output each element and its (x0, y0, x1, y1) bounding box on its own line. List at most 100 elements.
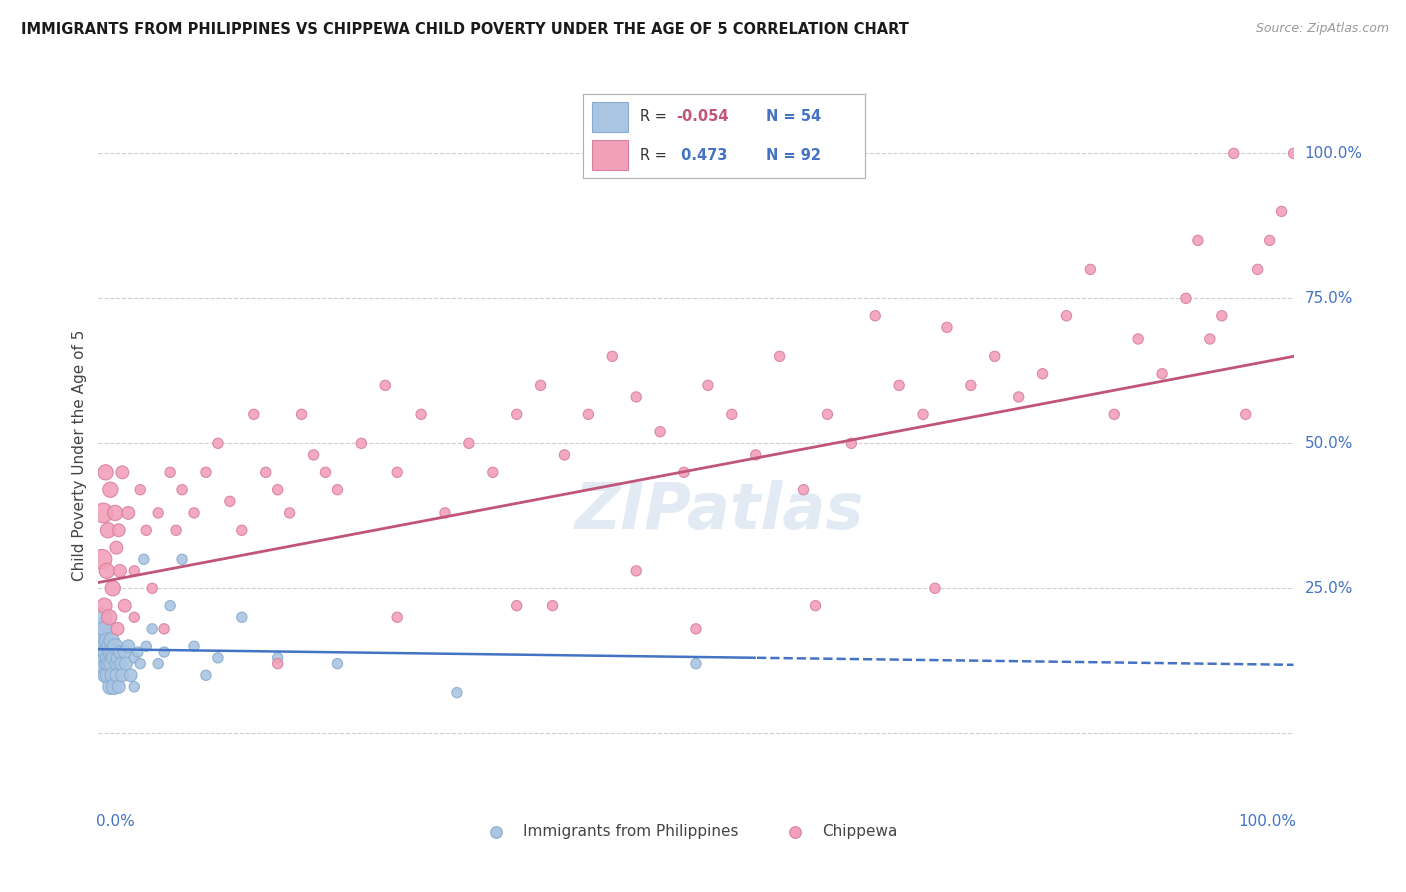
Point (1187, 233, 1209, 247)
Point (96, 564, 118, 578)
Point (1054, 309, 1078, 323)
Text: -0.054: -0.054 (676, 110, 728, 125)
Point (1222, 146, 1246, 161)
Point (600, 350, 623, 364)
Point (624, 390, 647, 404)
Point (153, 645, 176, 659)
Point (815, 407, 838, 422)
Point (94, 668, 117, 682)
Text: R =: R = (640, 147, 671, 162)
Point (839, 436, 862, 450)
Point (117, 639, 139, 653)
Point (1258, 233, 1281, 247)
Point (446, 685, 468, 699)
Point (124, 680, 146, 694)
Text: 100.0%: 100.0% (1237, 814, 1296, 830)
Point (326, 657, 349, 671)
Point (98, 610, 121, 624)
Point (94, 466, 117, 480)
Point (1032, 367, 1054, 381)
Point (385, 610, 409, 624)
Point (183, 506, 205, 520)
Point (697, 378, 720, 392)
Point (183, 639, 205, 653)
Point (529, 378, 551, 392)
Point (97, 668, 120, 682)
Point (793, 483, 815, 497)
Point (290, 407, 312, 422)
Point (127, 645, 149, 659)
Point (107, 622, 129, 636)
FancyBboxPatch shape (592, 140, 628, 169)
Point (959, 378, 981, 392)
Point (458, 436, 481, 450)
Point (94, 645, 117, 659)
Point (98, 680, 122, 694)
Point (768, 350, 790, 364)
Point (93, 599, 115, 613)
Point (267, 483, 290, 497)
Point (1211, 309, 1233, 323)
Point (104, 506, 127, 520)
Point (159, 466, 181, 480)
Point (485, 824, 508, 838)
Point (115, 657, 138, 671)
Point (302, 448, 325, 462)
Point (90, 622, 112, 636)
Point (91, 657, 114, 671)
Point (231, 610, 253, 624)
Point (243, 407, 266, 422)
Point (135, 523, 157, 537)
Point (93, 622, 115, 636)
Point (267, 657, 290, 671)
Point (1128, 332, 1150, 346)
Text: R =: R = (640, 110, 671, 125)
Point (108, 645, 131, 659)
Point (96, 633, 118, 648)
Point (98, 639, 121, 653)
Y-axis label: Child Poverty Under the Age of 5: Child Poverty Under the Age of 5 (72, 329, 87, 581)
Point (541, 599, 564, 613)
Point (141, 582, 163, 596)
Point (148, 506, 170, 520)
Point (267, 651, 290, 665)
Point (648, 425, 672, 439)
Point (194, 466, 217, 480)
Point (108, 564, 131, 578)
Point (101, 582, 124, 596)
Point (114, 599, 136, 613)
Text: 75.0%: 75.0% (1305, 291, 1353, 306)
Point (110, 657, 132, 671)
Point (721, 407, 744, 422)
Point (983, 350, 1005, 364)
Point (91, 633, 114, 648)
Point (100, 633, 122, 648)
Point (785, 824, 807, 838)
Point (1246, 262, 1268, 277)
Point (101, 645, 124, 659)
Text: 25.0%: 25.0% (1305, 581, 1353, 596)
Point (506, 599, 529, 613)
Point (111, 668, 134, 682)
Point (278, 506, 301, 520)
Point (117, 506, 139, 520)
Point (673, 466, 696, 480)
Point (481, 466, 505, 480)
Point (97, 651, 120, 665)
Point (624, 564, 647, 578)
Point (120, 668, 142, 682)
Point (889, 378, 911, 392)
Point (98, 645, 122, 659)
Point (135, 639, 157, 653)
Point (207, 651, 229, 665)
Point (685, 657, 707, 671)
FancyBboxPatch shape (592, 103, 628, 132)
Text: N = 54: N = 54 (766, 110, 821, 125)
Point (924, 582, 946, 596)
Point (129, 483, 152, 497)
Point (111, 466, 134, 480)
Text: Source: ZipAtlas.com: Source: ZipAtlas.com (1256, 22, 1389, 36)
Point (254, 466, 277, 480)
Point (172, 552, 194, 566)
Point (433, 506, 456, 520)
